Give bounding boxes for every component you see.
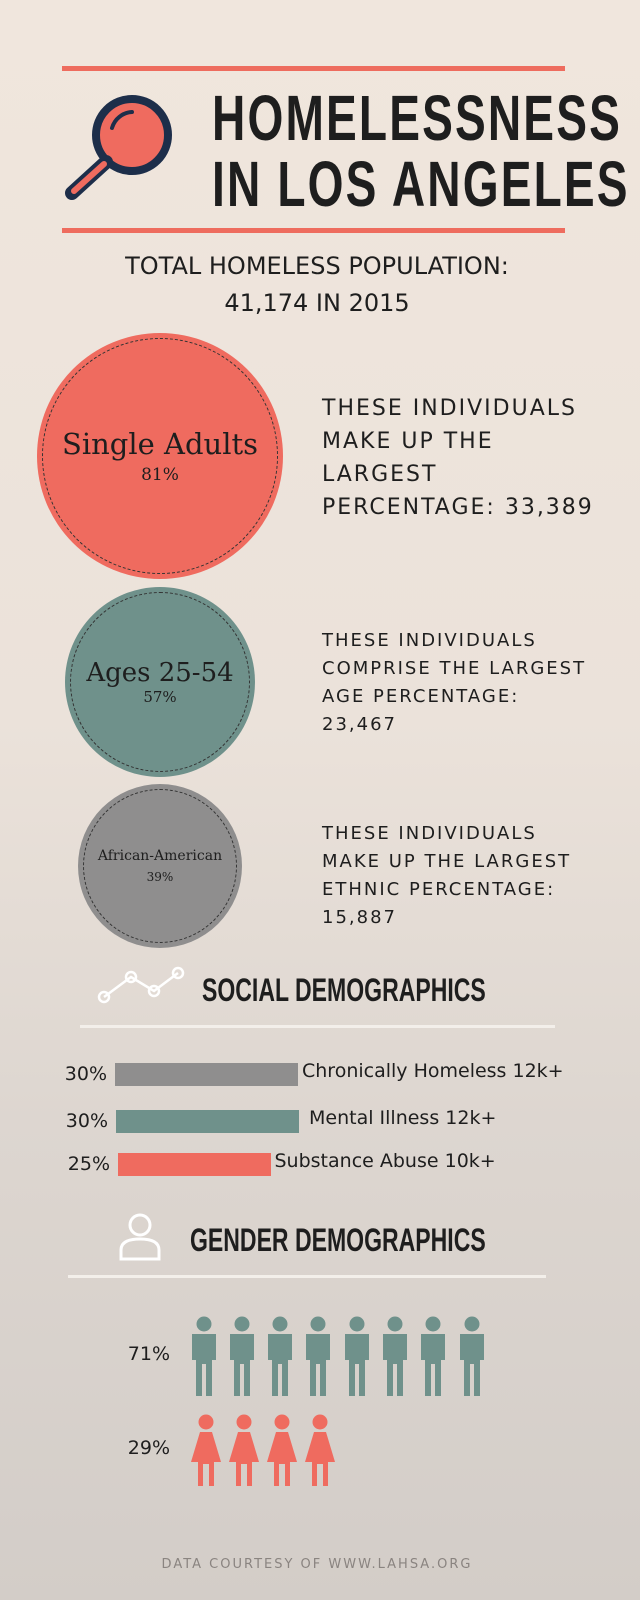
bar-percent: 30% [65, 1110, 108, 1132]
magnifier-icon [65, 95, 172, 200]
description-line: 23,467 [322, 714, 397, 735]
group-circle: African-American 39% [78, 784, 242, 948]
description-line: THESE INDIVIDUALS [322, 396, 577, 421]
section-title: GENDER DEMOGRAPHICS [190, 1222, 486, 1258]
footer: DATA COURTESY OF WWW.LAHSA.ORG [161, 1557, 473, 1572]
divider [68, 1275, 546, 1278]
gender-percent: 71% [127, 1343, 170, 1365]
bar [118, 1153, 271, 1176]
description-line: THESE INDIVIDUALS [322, 823, 537, 844]
bar-percent: 30% [64, 1063, 107, 1085]
total-line: 41,174 IN 2015 [224, 289, 410, 317]
title-line: IN LOS ANGELES [212, 148, 630, 220]
group-description: THESE INDIVIDUALS MAKE UP THE LARGEST PERCE… [322, 392, 594, 524]
description-line: COMPRISE THE LARGEST [322, 658, 587, 679]
group-circle: Single Adults 81% [37, 333, 283, 579]
gender-icons [191, 1316, 484, 1486]
bar-percent: 25% [67, 1153, 110, 1175]
bar-text: Chronically Homeless 12k+ [302, 1060, 564, 1082]
gender-percent: 29% [127, 1437, 170, 1459]
total-line: TOTAL HOMELESS POPULATION: [125, 252, 509, 280]
group-description: THESE INDIVIDUALS COMPRISE THE LARGEST AGE… [322, 627, 586, 739]
description-line: 15,887 [322, 907, 397, 928]
bar-text: Mental Illness 12k+ [309, 1107, 497, 1129]
description-line: AGE PERCENTAGE: [322, 686, 520, 707]
bar [116, 1110, 299, 1133]
description-line: PERCENTAGE: 33,389 [322, 495, 594, 520]
description-line: MAKE UP THE [322, 429, 494, 454]
bar [115, 1063, 298, 1086]
group-description: THESE INDIVIDUALS MAKE UP THE LARGEST ETHN… [322, 820, 571, 932]
description-line: ETHNIC PERCENTAGE: [322, 879, 556, 900]
rule [62, 228, 565, 233]
rule [62, 66, 565, 71]
description-line: THESE INDIVIDUALS [322, 630, 537, 651]
section-title: SOCIAL DEMOGRAPHICS [202, 972, 486, 1008]
description-line: MAKE UP THE LARGEST [322, 851, 572, 872]
group-circle: Ages 25-54 57% [65, 587, 255, 777]
divider [80, 1025, 555, 1028]
bar-text: Substance Abuse 10k+ [274, 1150, 496, 1172]
person-icon [119, 1213, 161, 1261]
title-line: HOMELESSNESS [212, 82, 622, 154]
line-icon [97, 966, 185, 1004]
description-line: LARGEST [322, 462, 438, 487]
